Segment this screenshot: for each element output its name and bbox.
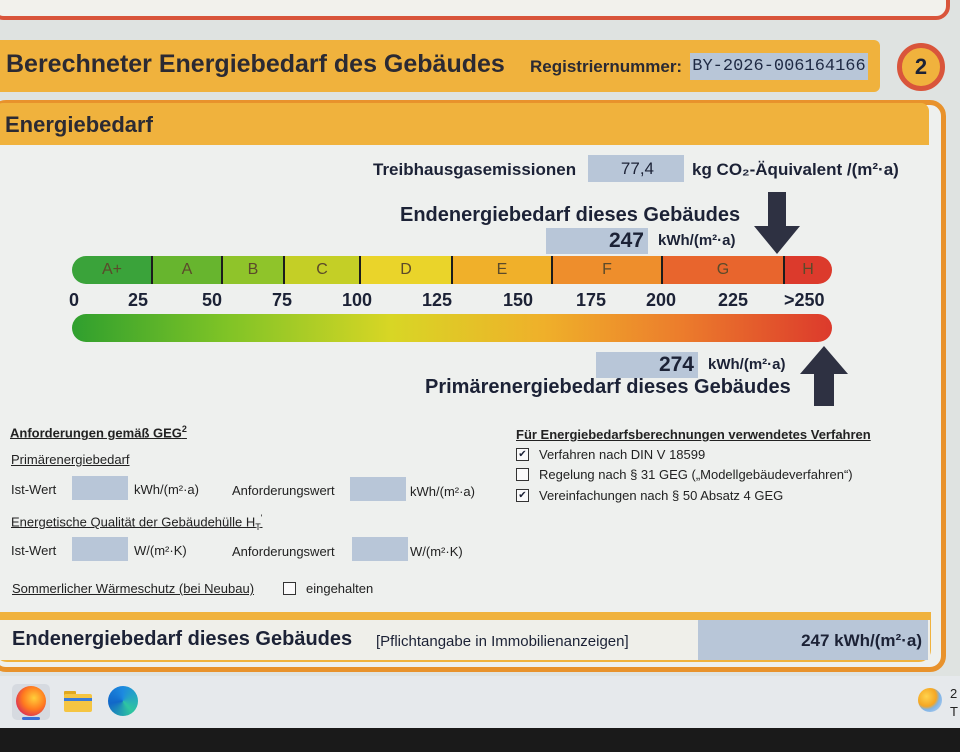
method-option-simplified: Vereinfachungen nach § 50 Absatz 4 GEG — [539, 488, 784, 503]
class-divider — [359, 256, 361, 284]
class-d: D — [360, 256, 452, 284]
class-divider — [661, 256, 663, 284]
envelope-heading: Energetische Qualität der Gebäudehülle H… — [11, 513, 262, 532]
final-energy-title: Endenergiebedarf dieses Gebäudes — [400, 204, 741, 226]
ghg-value: 77,4 — [588, 155, 684, 182]
scale-tick: 25 — [128, 290, 149, 310]
firefox-icon[interactable] — [16, 686, 46, 716]
clock-fragment: 2 — [950, 686, 958, 701]
requirements-heading: Anforderungen gemäß GEG2 — [10, 424, 187, 440]
scale-tick: >250 — [784, 290, 825, 310]
previous-section-frame — [0, 0, 950, 20]
envelope-sub: T — [255, 521, 261, 532]
final-energy-unit: kWh/(m²·a) — [658, 232, 736, 249]
summer-protection-check-label: eingehalten — [306, 581, 374, 596]
class-h: H — [784, 256, 832, 284]
envelope-label: Energetische Qualität der Gebäudehülle H — [11, 514, 256, 530]
registration-label: Registriernummer: — [530, 57, 683, 76]
envelope-ist-field[interactable] — [72, 537, 128, 561]
envelope-prime: ' — [260, 513, 263, 523]
primary-energy-title: Primärenergiebedarf dieses Gebäudes — [425, 376, 791, 398]
class-divider — [221, 256, 223, 284]
primary-energy-value: 274 — [596, 352, 698, 378]
final-energy-value-text: 247 — [608, 229, 644, 252]
scale-tick: 125 — [422, 290, 453, 310]
scale-tick: 75 — [272, 290, 293, 310]
page-title: Berechneter Energiebedarf des Gebäudes — [6, 50, 505, 78]
registration-number: BY-2026-006164166 — [690, 53, 868, 80]
class-divider — [283, 256, 285, 284]
scale-tick: 100 — [342, 290, 373, 310]
ghg-value-text: 77,4 — [620, 159, 654, 178]
card-title: Energiebedarf — [5, 112, 153, 137]
primary-req-unit: kWh/(m²·a) — [410, 484, 475, 499]
class-a-plus: A+ — [72, 256, 152, 284]
card-header — [0, 103, 929, 145]
ghg-unit: kg CO₂-Äquivalent /(m²·a) — [692, 160, 899, 179]
requirements-footnote: 2 — [181, 424, 187, 434]
primary-ist-unit: kWh/(m²·a) — [134, 482, 199, 497]
class-a: A — [152, 256, 222, 284]
class-g: G — [662, 256, 784, 284]
active-indicator — [22, 717, 40, 720]
method-checkbox-model[interactable] — [516, 468, 529, 481]
primary-demand-label: Primärenergiebedarf — [11, 452, 130, 467]
primary-energy-arrow-icon — [800, 346, 848, 406]
class-divider — [451, 256, 453, 284]
class-divider — [151, 256, 153, 284]
primary-energy-value-text: 274 — [658, 353, 694, 376]
page-number-badge: 2 — [897, 43, 945, 91]
class-f: F — [552, 256, 662, 284]
scale-tick: 175 — [576, 290, 607, 310]
requirements-title: Anforderungen gemäß GEG — [10, 425, 182, 441]
weather-icon[interactable] — [918, 688, 942, 712]
file-explorer-icon[interactable] — [64, 688, 92, 712]
final-energy-arrow-icon — [754, 192, 800, 254]
footer-note: [Pflichtangabe in Immobilienanzeigen] — [376, 633, 629, 650]
footer-title: Endenergiebedarf dieses Gebäudes — [12, 628, 353, 650]
monitor-bezel — [0, 728, 960, 752]
ist-label-2: Ist-Wert — [11, 543, 57, 558]
primary-req-field[interactable] — [350, 477, 406, 501]
class-divider — [551, 256, 553, 284]
ist-label: Ist-Wert — [11, 482, 57, 497]
req-label-2: Anforderungswert — [232, 544, 335, 559]
footer-value-box — [698, 620, 928, 660]
clock-fragment-2: T — [950, 704, 958, 719]
ghg-label: Treibhausgasemissionen — [373, 160, 577, 179]
class-divider — [783, 256, 785, 284]
summer-protection-checkbox[interactable] — [283, 582, 296, 595]
edge-icon[interactable] — [108, 686, 138, 716]
envelope-ist-unit: W/(m²·K) — [134, 543, 187, 558]
footer-value: 247 kWh/(m²·a) — [801, 631, 922, 650]
final-energy-value: 247 — [546, 228, 648, 254]
method-option-din: Verfahren nach DIN V 18599 — [539, 447, 706, 462]
energy-demand-card — [0, 100, 946, 672]
scale-tick: 225 — [718, 290, 749, 310]
scale-tick: 150 — [503, 290, 534, 310]
scale-tick: 200 — [646, 290, 677, 310]
primary-ist-field[interactable] — [72, 476, 128, 500]
class-b: B — [222, 256, 284, 284]
scale-tick: 0 — [69, 290, 80, 310]
scale-tick: 50 — [202, 290, 223, 310]
envelope-req-unit: W/(m²·K) — [410, 544, 463, 559]
req-label: Anforderungswert — [232, 483, 335, 498]
class-c: C — [284, 256, 360, 284]
method-checkbox-simplified[interactable]: ✔ — [516, 489, 529, 502]
method-checkbox-din[interactable]: ✔ — [516, 448, 529, 461]
energy-class-scale: A+ A B C D E F G H — [72, 256, 832, 284]
envelope-req-field[interactable] — [352, 537, 408, 561]
class-e: E — [452, 256, 552, 284]
method-title: Für Energiebedarfsberechnungen verwendet… — [516, 427, 871, 442]
method-option-model: Regelung nach § 31 GEG („Modellgebäudeve… — [539, 467, 853, 482]
summer-protection-label: Sommerlicher Wärmeschutz (bei Neubau) — [12, 581, 255, 596]
primary-energy-unit: kWh/(m²·a) — [708, 356, 786, 373]
energy-gradient-bar — [72, 314, 832, 342]
taskbar — [0, 676, 960, 728]
